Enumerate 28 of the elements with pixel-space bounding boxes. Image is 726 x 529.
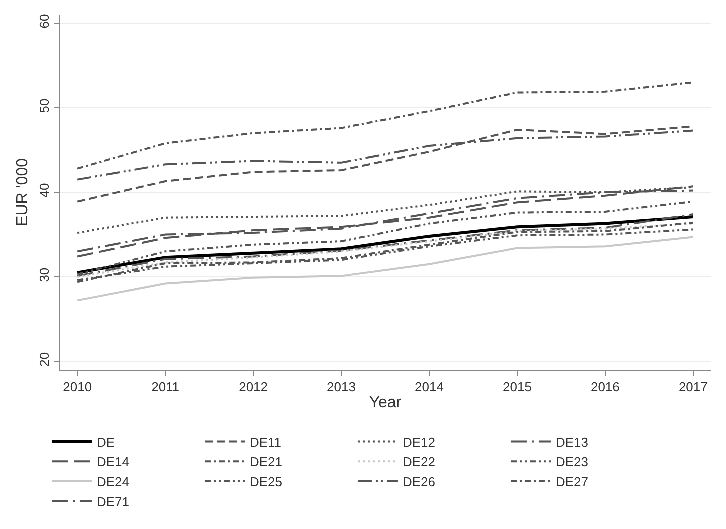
x-axis-title: Year: [369, 394, 402, 412]
x-tick-label: 2016: [590, 380, 620, 395]
legend-label: DE26: [402, 474, 436, 490]
legend-label: DE12: [402, 434, 436, 450]
legend-label: DE71: [96, 494, 130, 510]
x-tick-label: 2012: [239, 380, 268, 395]
legend-label: DE27: [556, 474, 589, 490]
y-tick-label: 20: [36, 352, 52, 367]
x-tick-label: 2017: [678, 380, 708, 395]
legend-label: DE22: [402, 454, 436, 470]
legend-label: DE23: [556, 454, 589, 470]
y-tick-label: 50: [36, 98, 52, 114]
x-tick-label: 2011: [152, 380, 180, 395]
y-tick-label: 30: [36, 268, 52, 282]
y-axis-title: EUR '000: [14, 158, 32, 226]
legend-label: DE11: [250, 434, 282, 450]
x-tick-label: 2010: [63, 380, 92, 395]
legend-label: DE25: [250, 474, 283, 490]
legend-label: DE: [96, 434, 116, 450]
legend-label: DE14: [96, 454, 130, 470]
y-tick-label: 60: [36, 14, 52, 29]
x-tick-label: 2014: [415, 380, 444, 395]
x-tick-label: 2015: [503, 380, 532, 395]
x-tick-label: 2013: [327, 380, 356, 395]
legend-label: DE13: [556, 434, 589, 450]
legend-label: DE21: [250, 454, 283, 470]
legend-label: DE24: [96, 474, 130, 490]
y-tick-label: 40: [36, 183, 52, 198]
